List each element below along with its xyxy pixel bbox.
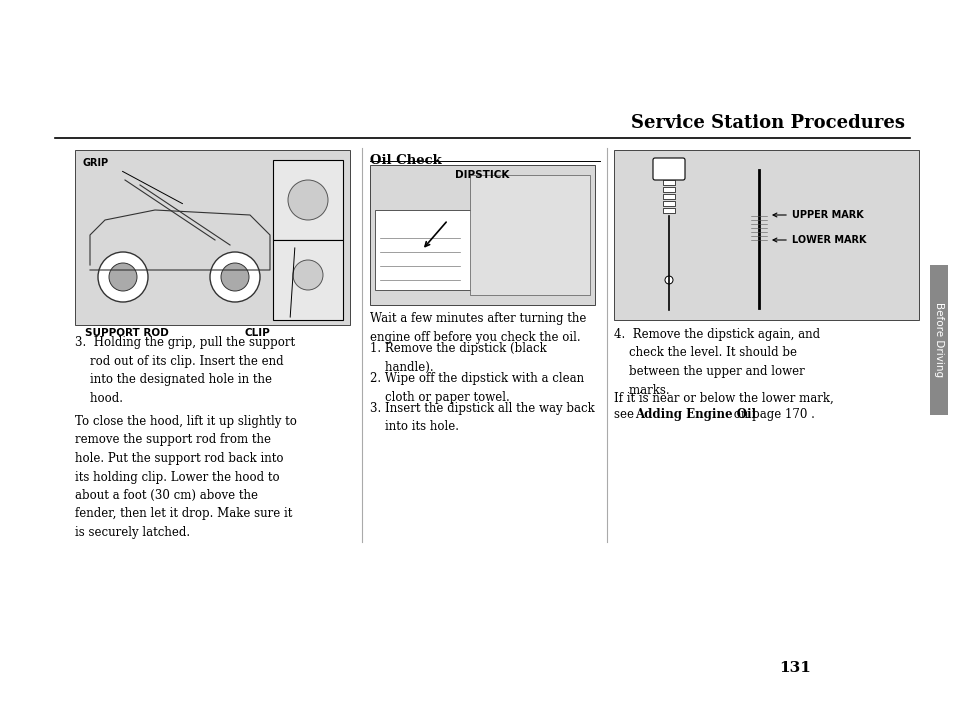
Text: on page 170 .: on page 170 . [729, 408, 814, 421]
Text: DIPSTICK: DIPSTICK [455, 170, 509, 180]
Text: 131: 131 [779, 661, 810, 675]
Text: 3.  Holding the grip, pull the support
    rod out of its clip. Insert the end
 : 3. Holding the grip, pull the support ro… [75, 336, 294, 405]
Circle shape [109, 263, 137, 291]
Text: CLIP: CLIP [245, 328, 271, 338]
Bar [662, 194, 675, 199]
Text: 4.  Remove the dipstick again, and
    check the level. It should be
    between: 4. Remove the dipstick again, and check … [614, 328, 820, 396]
Text: see: see [614, 408, 638, 421]
Text: SUPPORT ROD: SUPPORT ROD [85, 328, 169, 338]
Text: Oil Check: Oil Check [370, 154, 441, 167]
Bar [662, 180, 675, 185]
Circle shape [221, 263, 249, 291]
Circle shape [210, 252, 260, 302]
Text: 1. Remove the dipstick (black
    handle).: 1. Remove the dipstick (black handle). [370, 342, 546, 373]
Text: Wait a few minutes after turning the
engine off before you check the oil.: Wait a few minutes after turning the eng… [370, 312, 586, 344]
Text: To close the hood, lift it up slightly to
remove the support rod from the
hole. : To close the hood, lift it up slightly t… [75, 415, 296, 539]
Bar [470, 175, 589, 295]
Circle shape [288, 180, 328, 220]
Text: GRIP: GRIP [83, 158, 109, 168]
Text: Before Driving: Before Driving [933, 302, 943, 378]
Text: Adding Engine Oil: Adding Engine Oil [635, 408, 755, 421]
Bar [614, 150, 918, 320]
Bar [273, 240, 343, 320]
Text: 2. Wipe off the dipstick with a clean
    cloth or paper towel.: 2. Wipe off the dipstick with a clean cl… [370, 372, 583, 403]
Bar [929, 265, 947, 415]
Bar [75, 150, 350, 325]
FancyBboxPatch shape [652, 158, 684, 180]
Circle shape [664, 276, 672, 284]
Bar [375, 210, 475, 290]
Text: UPPER MARK: UPPER MARK [791, 210, 862, 220]
Bar [273, 160, 343, 240]
Bar [662, 187, 675, 192]
Text: 3. Insert the dipstick all the way back
    into its hole.: 3. Insert the dipstick all the way back … [370, 402, 594, 434]
Text: LOWER MARK: LOWER MARK [791, 235, 865, 245]
Circle shape [98, 252, 148, 302]
Bar [662, 208, 675, 213]
Circle shape [293, 260, 323, 290]
Text: If it is near or below the lower mark,: If it is near or below the lower mark, [614, 392, 833, 405]
Bar [662, 201, 675, 206]
Text: Service Station Procedures: Service Station Procedures [630, 114, 904, 132]
Bar [370, 165, 595, 305]
